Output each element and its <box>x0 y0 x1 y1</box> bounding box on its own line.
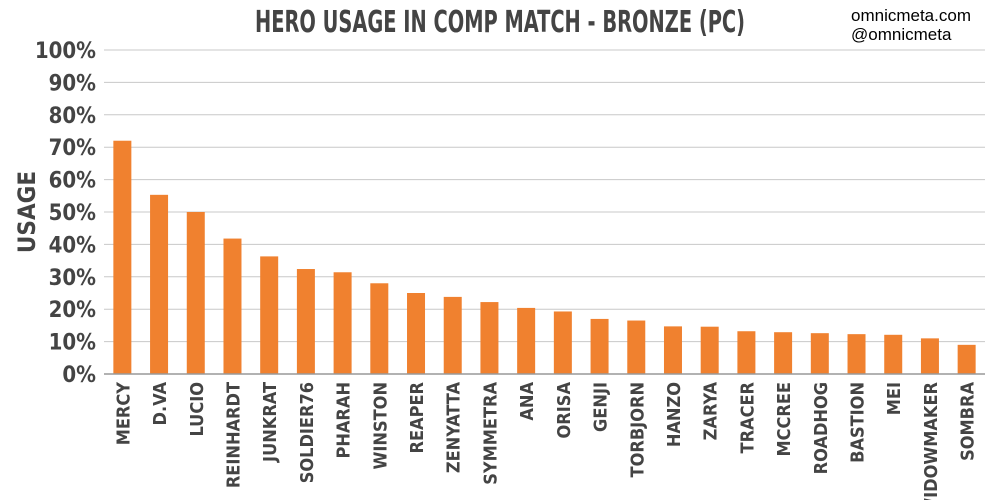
bar-mccree <box>774 332 793 374</box>
bar-junkrat <box>260 256 279 374</box>
chart-title: HERO USAGE IN COMP MATCH - BRONZE (PC) <box>255 5 745 40</box>
x-tick-label: REAPER <box>407 381 428 453</box>
x-tick-label: LUCIO <box>187 382 208 437</box>
bar-torbjorn <box>627 320 646 374</box>
x-tick-label: ROADHOG <box>811 382 832 474</box>
y-tick-label: 100% <box>35 39 96 64</box>
y-tick-label: 0% <box>62 363 96 388</box>
bar-bastion <box>847 334 866 374</box>
x-tick-label: REINHARDT <box>223 382 244 488</box>
y-tick-label: 10% <box>49 331 97 356</box>
x-tick-label: HANZO <box>664 382 685 447</box>
y-tick-label: 60% <box>49 169 97 194</box>
bar-winston <box>370 283 389 374</box>
bar-ana <box>517 307 536 374</box>
bar-mercy <box>113 140 132 374</box>
x-tick-label: TORBJORN <box>627 382 648 477</box>
x-tick-label: MERCY <box>113 382 134 446</box>
bars <box>113 140 976 374</box>
x-tick-label: D.VA <box>150 382 171 426</box>
x-tick-label: BASTION <box>848 382 869 463</box>
bar-roadhog <box>810 333 829 374</box>
bar-zarya <box>700 326 719 374</box>
bar-lucio <box>186 212 205 374</box>
x-tick-label: PHARAH <box>334 382 355 459</box>
y-tick-label: 40% <box>49 233 97 258</box>
x-tick-label: MCCREE <box>774 382 795 457</box>
y-tick-label: 70% <box>49 136 97 161</box>
bar-hanzo <box>663 326 682 374</box>
x-tick-labels: MERCY D.VA LUCIO REINHARDT JUNKRAT SOLDIER76 P… <box>113 381 979 504</box>
x-tick-label: ZENYATTA <box>444 382 465 474</box>
y-tick-label: 20% <box>49 298 97 323</box>
bar-d-va <box>150 194 169 374</box>
bar-widowmaker <box>920 338 939 374</box>
y-tick-label: 50% <box>49 201 97 226</box>
x-tick-label: SOMBRA <box>958 382 979 461</box>
bar-tracer <box>737 331 756 374</box>
gridlines <box>104 49 985 343</box>
credit-website: omnicmeta.com <box>851 6 971 25</box>
x-tick-label: WIDOWMAKER <box>921 381 942 500</box>
credit-handle: @omnicmeta <box>851 25 952 44</box>
bar-symmetra <box>480 302 499 374</box>
bar-zenyatta <box>443 296 462 374</box>
x-tick-label: ANA <box>517 382 538 421</box>
x-tick-label: WINSTON <box>370 382 391 469</box>
y-tick-labels: 0% 10% 20% 30% 40% 50% 60% 70% 80% 90% 100% <box>35 39 96 388</box>
y-axis-label: USAGE <box>13 171 41 253</box>
x-tick-label: ORISA <box>554 382 575 439</box>
x-tick-label: MEI <box>884 382 905 415</box>
x-tick-label: TRACER <box>737 381 758 453</box>
x-tick-label: ZARYA <box>701 382 722 441</box>
bar-mei <box>884 334 903 374</box>
x-tick-label: GENJI <box>591 382 612 432</box>
x-tick-label: JUNKRAT <box>260 382 281 463</box>
y-tick-label: 90% <box>49 71 97 96</box>
x-tick-label: SOLDIER76 <box>297 382 318 483</box>
bar-reinhardt <box>223 238 242 374</box>
bar-orisa <box>553 311 572 374</box>
bar-reaper <box>407 293 426 374</box>
bar-sombra <box>957 344 976 374</box>
bar-genji <box>590 318 609 374</box>
y-tick-label: 30% <box>49 266 97 291</box>
bar-pharah <box>333 272 352 374</box>
y-tick-label: 80% <box>49 104 97 129</box>
x-tick-label: SYMMETRA <box>480 382 501 485</box>
bar-soldier76 <box>296 269 315 374</box>
